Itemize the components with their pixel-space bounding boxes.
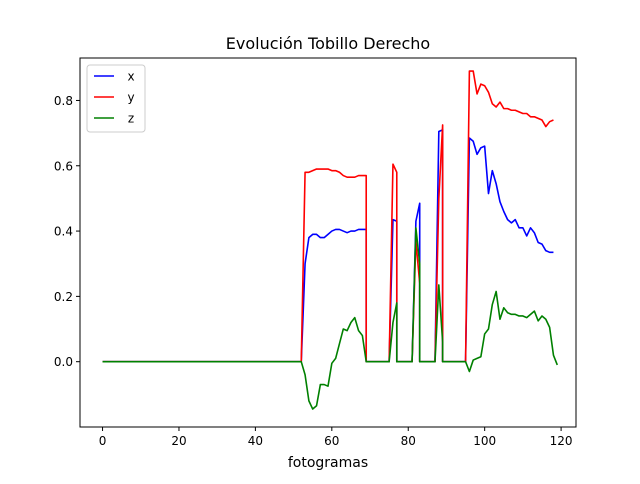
- plot-lines: [102, 70, 559, 410]
- x-tick-label: 40: [248, 434, 263, 448]
- x-tick-label: 100: [473, 434, 496, 448]
- y-tick-label: 0.8: [54, 94, 73, 108]
- x-tick-label: 120: [550, 434, 573, 448]
- x-tick-label: 0: [99, 434, 107, 448]
- legend-box: [86, 64, 146, 133]
- series-line-z: [102, 227, 559, 410]
- legend-label-x: x: [127, 70, 134, 84]
- y-tick-label: 0.0: [54, 355, 73, 369]
- legend-label-z: z: [128, 112, 134, 126]
- x-tick-label: 80: [401, 434, 416, 448]
- legend: xyz: [86, 64, 146, 133]
- legend-label-y: y: [127, 91, 134, 105]
- x-tick-label: 60: [324, 434, 339, 448]
- x-tick-label: 20: [171, 434, 186, 448]
- y-tick-label: 0.2: [54, 290, 73, 304]
- x-axis-label: fotogramas: [288, 455, 368, 471]
- y-axis-ticks: 0.0 0.2 0.4 0.6 0.8: [54, 94, 80, 369]
- x-axis-ticks: 0 20 40 60 80 100 120: [99, 427, 573, 448]
- plot-frame: [79, 57, 577, 428]
- y-tick-label: 0.4: [54, 225, 73, 239]
- y-tick-label: 0.6: [54, 159, 73, 173]
- chart-title: Evolución Tobillo Derecho: [226, 34, 430, 53]
